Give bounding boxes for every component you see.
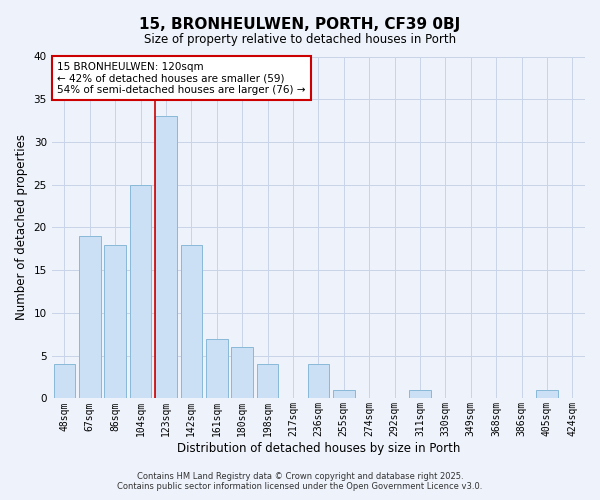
- Bar: [257, 364, 278, 398]
- Bar: [232, 347, 253, 399]
- Bar: [53, 364, 75, 398]
- Bar: [308, 364, 329, 398]
- Bar: [181, 244, 202, 398]
- Bar: [130, 184, 151, 398]
- Bar: [536, 390, 557, 398]
- Bar: [155, 116, 177, 398]
- Text: Size of property relative to detached houses in Porth: Size of property relative to detached ho…: [144, 32, 456, 46]
- X-axis label: Distribution of detached houses by size in Porth: Distribution of detached houses by size …: [176, 442, 460, 455]
- Text: 15 BRONHEULWEN: 120sqm
← 42% of detached houses are smaller (59)
54% of semi-det: 15 BRONHEULWEN: 120sqm ← 42% of detached…: [57, 62, 305, 95]
- Text: Contains HM Land Registry data © Crown copyright and database right 2025.
Contai: Contains HM Land Registry data © Crown c…: [118, 472, 482, 491]
- Bar: [206, 338, 227, 398]
- Bar: [333, 390, 355, 398]
- Y-axis label: Number of detached properties: Number of detached properties: [15, 134, 28, 320]
- Bar: [79, 236, 101, 398]
- Bar: [104, 244, 126, 398]
- Bar: [409, 390, 431, 398]
- Text: 15, BRONHEULWEN, PORTH, CF39 0BJ: 15, BRONHEULWEN, PORTH, CF39 0BJ: [139, 18, 461, 32]
